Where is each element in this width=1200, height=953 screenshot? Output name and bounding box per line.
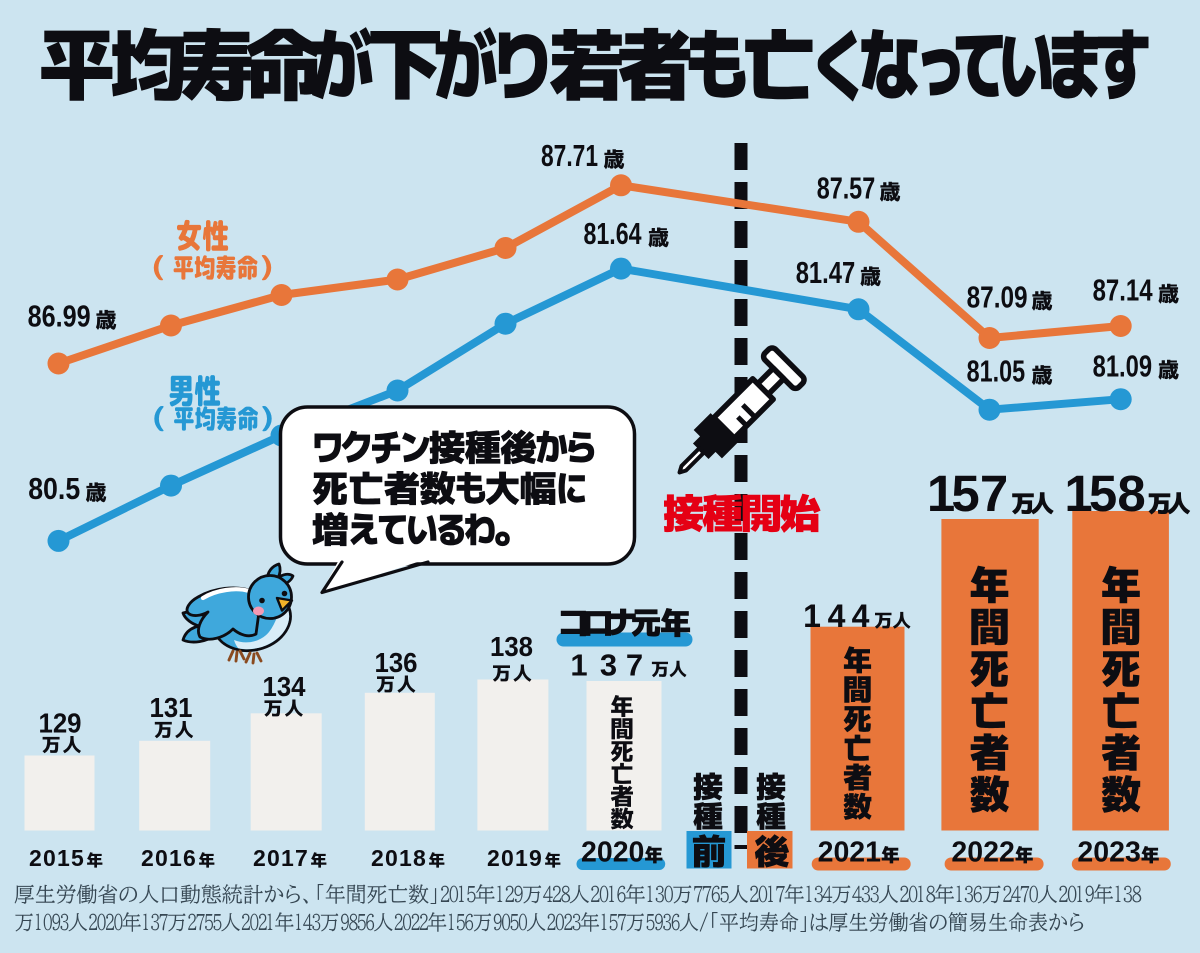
svg-text:87.57: 87.57 — [817, 170, 876, 205]
svg-text:4: 4 — [828, 598, 846, 634]
svg-text:1: 1 — [803, 598, 821, 634]
svg-text:7: 7 — [980, 465, 1008, 522]
svg-text:86.99: 86.99 — [28, 299, 91, 334]
svg-text:2019: 2019 — [487, 845, 543, 871]
svg-text:81.05: 81.05 — [967, 354, 1026, 389]
svg-text:87.71: 87.71 — [541, 138, 598, 173]
svg-text:2018: 2018 — [371, 845, 427, 871]
svg-text:80.5: 80.5 — [28, 471, 80, 506]
svg-text:81.09: 81.09 — [1093, 348, 1153, 383]
svg-text:87.09: 87.09 — [967, 279, 1028, 314]
svg-text:131: 131 — [150, 692, 193, 723]
svg-text:134: 134 — [263, 671, 306, 702]
svg-text:138: 138 — [490, 631, 533, 662]
svg-text:2017: 2017 — [253, 845, 309, 871]
svg-text:8: 8 — [1117, 465, 1145, 522]
svg-text:3: 3 — [600, 648, 617, 683]
svg-text:81.47: 81.47 — [796, 255, 856, 290]
svg-text:129: 129 — [39, 708, 82, 739]
svg-text:2020: 2020 — [581, 837, 644, 869]
svg-text:4: 4 — [852, 598, 870, 634]
svg-text:81.64: 81.64 — [584, 216, 643, 251]
svg-text:2023: 2023 — [1077, 837, 1140, 869]
svg-text:87.14: 87.14 — [1093, 272, 1154, 307]
svg-text:7: 7 — [626, 648, 643, 683]
svg-text:5: 5 — [1089, 465, 1117, 522]
svg-text:1: 1 — [1064, 465, 1092, 522]
svg-text:1: 1 — [927, 465, 955, 522]
svg-text:2021: 2021 — [818, 837, 882, 869]
svg-text:2022: 2022 — [951, 837, 1014, 869]
svg-text:5: 5 — [951, 465, 979, 522]
svg-text:2016: 2016 — [141, 845, 197, 871]
svg-text:2015: 2015 — [29, 845, 85, 871]
svg-text:1: 1 — [570, 648, 587, 683]
svg-text:136: 136 — [375, 647, 418, 678]
